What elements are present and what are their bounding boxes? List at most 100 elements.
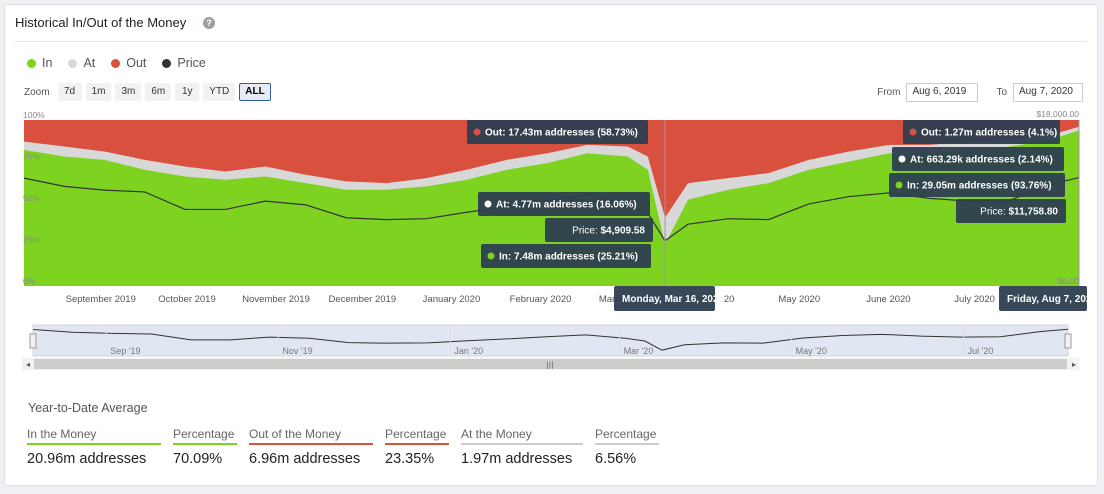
y-tick-right: $18,000.00 [1036, 109, 1079, 119]
scrollbar-thumb[interactable] [34, 359, 1067, 369]
date-range: From Aug 6, 2019 To Aug 7, 2020 [877, 83, 1083, 102]
ytd-average: Year-to-Date Average In the Money 20.96m … [27, 401, 659, 467]
navigator-label: May '20 [796, 346, 827, 356]
stat-at-percentage: Percentage 6.56% [595, 427, 659, 467]
stat-label: Percentage [385, 427, 449, 445]
x-tick-label: September 2019 [66, 294, 136, 305]
tooltip-text: Price: $11,758.80 [980, 207, 1058, 218]
zoom-all-button[interactable]: ALL [239, 83, 271, 101]
y-tick-left: 25% [23, 235, 40, 245]
tooltip-text: Out: 17.43m addresses (58.73%) [485, 128, 638, 139]
navigator: Sep '19 Nov '19 Jan '20 Mar '20 May '20 Jul '… [29, 324, 1072, 357]
legend-item-in[interactable]: In [27, 56, 52, 70]
stat-at-money: At the Money 1.97m addresses [461, 427, 583, 467]
legend-label-at: At [83, 56, 96, 70]
stat-label: In the Money [27, 427, 161, 445]
tooltip-box [481, 244, 651, 268]
tooltip-dot [909, 128, 917, 136]
navigator-handle[interactable] [29, 333, 37, 349]
tooltip-dot [898, 155, 906, 163]
tooltip-out-aug7: Out: 1.27m addresses (4.1%) [903, 120, 1060, 144]
tooltip-price-value: $4,909.58 [601, 226, 646, 237]
question-circle-icon[interactable]: ? [203, 17, 215, 29]
ytd-heading: Year-to-Date Average [28, 401, 148, 415]
tooltip-price-label: Price: [980, 207, 1008, 218]
legend-label-in: In [42, 56, 53, 70]
x-tick-label: July 2020 [954, 294, 995, 305]
stat-label: Percentage [595, 427, 659, 445]
navigator-label: Nov '19 [282, 346, 312, 356]
zoom-1m-button[interactable]: 1m [85, 83, 112, 101]
tooltip-date-mar16: Monday, Mar 16, 2020 [614, 286, 725, 311]
zoom-ytd-button[interactable]: YTD [203, 83, 236, 101]
navigator-mask [32, 324, 1069, 357]
zoom-controls: Zoom 7d 1m 3m 6m 1y YTD ALL [24, 83, 271, 101]
stat-out-money: Out of the Money 6.96m addresses [249, 427, 373, 467]
stat-label: Out of the Money [249, 427, 373, 445]
tooltip-box [467, 120, 648, 144]
stat-value: 70.09% [173, 451, 223, 467]
zoom-7d-button[interactable]: 7d [57, 83, 82, 101]
tooltip-text: In: 7.48m addresses (25.21%) [499, 252, 638, 263]
tooltip-text: Price: $4,909.58 [572, 226, 645, 237]
y-tick-right: $0.00 [1058, 276, 1080, 286]
stat-label: Percentage [173, 427, 237, 445]
x-tick-label: June 2020 [866, 294, 910, 305]
stat-value: 23.35% [385, 451, 435, 467]
stat-in-percentage: Percentage 70.09% [173, 427, 237, 467]
zoom-1y-button[interactable]: 1y [175, 83, 200, 101]
scrollbar-grip-icon: ||| [546, 361, 553, 369]
tooltip-text: At: 4.77m addresses (16.06%) [496, 200, 637, 211]
tooltip-dot [473, 128, 481, 136]
navigator-handle[interactable] [1064, 333, 1072, 349]
stat-value: 6.56% [595, 451, 637, 467]
tooltip-out-mar16: Out: 17.43m addresses (58.73%) [467, 120, 648, 144]
legend-label-price: Price [177, 56, 206, 70]
legend-dot-at [68, 58, 78, 68]
tooltip-box [903, 120, 1060, 144]
y-tick-left: 0% [23, 276, 36, 286]
x-tick-label: November 2019 [242, 294, 310, 305]
scroll-left-icon[interactable]: ◂ [26, 360, 30, 369]
navigator-label: Mar '20 [624, 346, 654, 356]
legend-dot-price [162, 58, 172, 68]
x-tick-label: January 2020 [423, 294, 481, 305]
tooltip-price-label: Price: [572, 226, 600, 237]
legend: In At Out Price [27, 56, 206, 70]
x-tick-label: May 2020 [778, 294, 820, 305]
chart-title: Historical In/Out of the Money [15, 15, 187, 30]
legend-item-price[interactable]: Price [162, 56, 206, 70]
y-tick-left: 100% [23, 110, 45, 120]
tooltip-at-aug7: At: 663.29k addresses (2.14%) [892, 147, 1064, 171]
legend-item-at[interactable]: At [68, 56, 95, 70]
stat-in-money: In the Money 20.96m addresses [27, 427, 161, 467]
to-label: To [996, 87, 1007, 98]
from-date-input[interactable]: Aug 6, 2019 [906, 83, 979, 102]
tooltip-box [956, 199, 1066, 223]
x-tick-label: October 2019 [158, 294, 216, 305]
stat-value: 20.96m addresses [27, 451, 147, 467]
tooltip-box [478, 192, 650, 216]
tooltip-dot [895, 181, 903, 189]
tooltip-text: Monday, Mar 16, 2020 [622, 294, 725, 305]
tooltip-dot [487, 252, 495, 260]
scroll-right-icon[interactable]: ▸ [1072, 360, 1076, 369]
navigator-label: Jul '20 [968, 346, 994, 356]
tooltip-text: Friday, Aug 7, 2020 [1007, 294, 1097, 305]
x-tick-label: December 2019 [329, 294, 397, 305]
x-tick-label: February 2020 [510, 294, 572, 305]
tooltip-box [892, 147, 1064, 171]
legend-item-out[interactable]: Out [111, 56, 146, 70]
stat-value: 6.96m addresses [249, 451, 361, 467]
zoom-6m-button[interactable]: 6m [145, 83, 172, 101]
navigator-label: Jan '20 [454, 346, 483, 356]
navigator-scrollbar: ◂ ▸ ||| [22, 358, 1079, 370]
legend-dot-in [27, 58, 36, 68]
zoom-3m-button[interactable]: 3m [115, 83, 142, 101]
zoom-label: Zoom [24, 86, 50, 98]
tooltip-in-mar16: In: 7.48m addresses (25.21%) [481, 244, 651, 268]
to-date-input[interactable]: Aug 7, 2020 [1013, 83, 1083, 102]
title-divider [15, 41, 1087, 42]
tooltip-box [545, 218, 653, 242]
